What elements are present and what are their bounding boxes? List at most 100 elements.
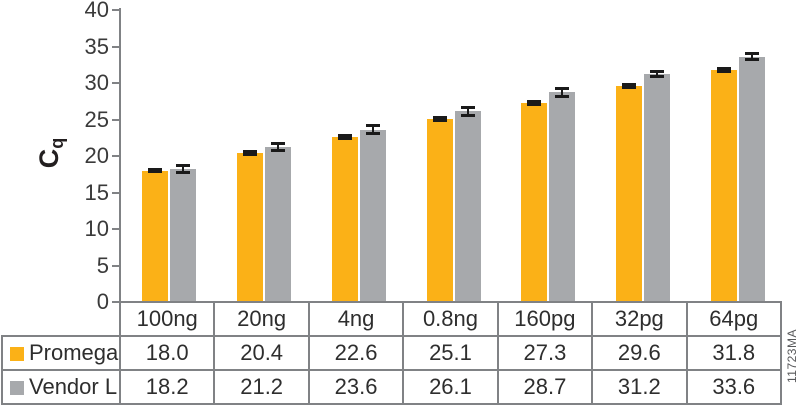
error-bar-cap-top <box>176 163 191 167</box>
category-header-cell: 20ng <box>213 301 310 337</box>
y-tick-label: 30 <box>84 70 109 95</box>
y-axis-tick <box>112 9 120 11</box>
bar-promega <box>426 118 453 303</box>
error-bar-cap-top <box>555 87 570 91</box>
y-axis-tick <box>112 301 120 303</box>
y-tick-label: 5 <box>96 252 109 278</box>
error-bar-cap-top <box>243 150 258 154</box>
y-axis-tick <box>112 264 120 267</box>
y-tick-label: 15 <box>84 179 109 205</box>
y-tick-label: 35 <box>84 33 109 59</box>
error-bar-cap-bottom <box>337 136 352 140</box>
error-bar-cap-bottom <box>716 70 731 74</box>
error-bar-line <box>722 68 725 72</box>
error-bar-cap-bottom <box>432 118 447 122</box>
y-axis-tick <box>112 82 120 84</box>
error-bar-cap-top <box>716 66 731 70</box>
category-header-cell: 100ng <box>118 301 216 337</box>
value-cell: 22.6 <box>307 335 405 371</box>
error-bar-cap-bottom <box>555 94 570 98</box>
error-bar-cap-top <box>337 134 352 138</box>
category-header-cell: 0.8ng <box>402 301 499 337</box>
category-header-cell: 32pg <box>591 301 688 337</box>
y-tick-label: 25 <box>84 106 109 132</box>
category-header-cell: 4ng <box>307 301 405 337</box>
bar-vendor-l <box>265 147 292 303</box>
y-axis-tick <box>112 155 120 157</box>
error-bar-cap-bottom <box>365 132 380 136</box>
value-cell: 29.6 <box>591 335 688 371</box>
y-axis-tick <box>112 45 120 48</box>
error-bar-cap-top <box>460 106 475 110</box>
error-bar-cap-bottom <box>744 58 759 62</box>
value-cell: 26.1 <box>402 369 499 405</box>
bar-vendor-l <box>549 92 576 303</box>
bar-promega <box>142 170 169 303</box>
y-axis-line <box>119 8 121 304</box>
legend-swatch-vendor-l <box>10 381 24 395</box>
legend-cell: Promega <box>1 335 121 371</box>
bar-vendor-l <box>643 74 670 303</box>
series-label: Vendor L <box>29 374 118 399</box>
error-bar-line <box>277 143 280 151</box>
error-bar-line <box>561 88 564 97</box>
bar-vendor-l <box>359 129 386 303</box>
bar-vendor-l <box>454 111 481 303</box>
value-cell: 27.3 <box>496 335 594 371</box>
value-cell: 20.4 <box>213 335 310 371</box>
error-bar-line <box>655 71 658 77</box>
legend-swatch-promega <box>10 347 24 361</box>
error-bar-cap-bottom <box>460 113 475 117</box>
data-table: 100ng 20ng 4ng 0.8ng 160pg 32pg 64pg Promega 18.… <box>1 301 783 405</box>
error-bar-cap-top <box>271 142 286 146</box>
error-bar-line <box>371 125 374 134</box>
value-cell: 23.6 <box>307 369 405 405</box>
y-tick-label: 20 <box>84 143 109 168</box>
bar-promega <box>710 69 737 303</box>
y-tick-label: 40 <box>84 0 109 22</box>
error-bar-line <box>750 53 753 60</box>
error-bar-cap-top <box>744 52 759 56</box>
value-cell: 18.2 <box>118 369 216 405</box>
figure-id-watermark: 11723MA <box>785 329 799 383</box>
y-tick-label: 10 <box>84 216 109 241</box>
error-bar-line <box>627 84 630 88</box>
bar-vendor-l <box>170 169 197 303</box>
y-axis-tick <box>112 228 120 230</box>
value-cell: 21.2 <box>213 369 310 405</box>
series-label: Promega <box>29 340 119 365</box>
legend-cell: Vendor L <box>1 369 121 405</box>
error-bar-line <box>466 107 469 116</box>
error-bar-cap-bottom <box>271 149 286 153</box>
bar-promega <box>615 85 642 303</box>
error-bar-line <box>182 165 185 173</box>
error-bar-cap-top <box>148 168 163 171</box>
y-axis-tick <box>112 191 120 194</box>
error-bar-cap-top <box>432 115 447 119</box>
value-cell: 18.0 <box>118 335 216 371</box>
category-header-cell: 64pg <box>685 301 783 337</box>
error-bar-cap-top <box>527 99 542 103</box>
value-cell: 31.2 <box>591 369 688 405</box>
table-corner-blank <box>2 302 120 336</box>
error-bar-cap-bottom <box>243 153 258 157</box>
value-cell: 28.7 <box>496 369 594 405</box>
error-bar-cap-bottom <box>649 75 664 79</box>
error-bar-cap-top <box>365 124 380 128</box>
value-cell: 33.6 <box>685 369 783 405</box>
bar-vendor-l <box>738 56 765 303</box>
error-bar-cap-top <box>649 70 664 74</box>
y-axis-tick <box>112 118 120 121</box>
y-tick-label: 0 <box>96 289 109 314</box>
error-bar-cap-bottom <box>148 170 163 174</box>
bar-promega <box>237 153 264 303</box>
bar-promega <box>521 102 548 303</box>
error-bar-cap-top <box>621 82 636 86</box>
value-cell: 25.1 <box>402 335 499 371</box>
category-header-cell: 160pg <box>496 301 594 337</box>
error-bar-cap-bottom <box>176 171 191 175</box>
error-bar-cap-bottom <box>527 102 542 106</box>
value-cell: 31.8 <box>685 335 783 371</box>
bar-promega <box>331 137 358 303</box>
